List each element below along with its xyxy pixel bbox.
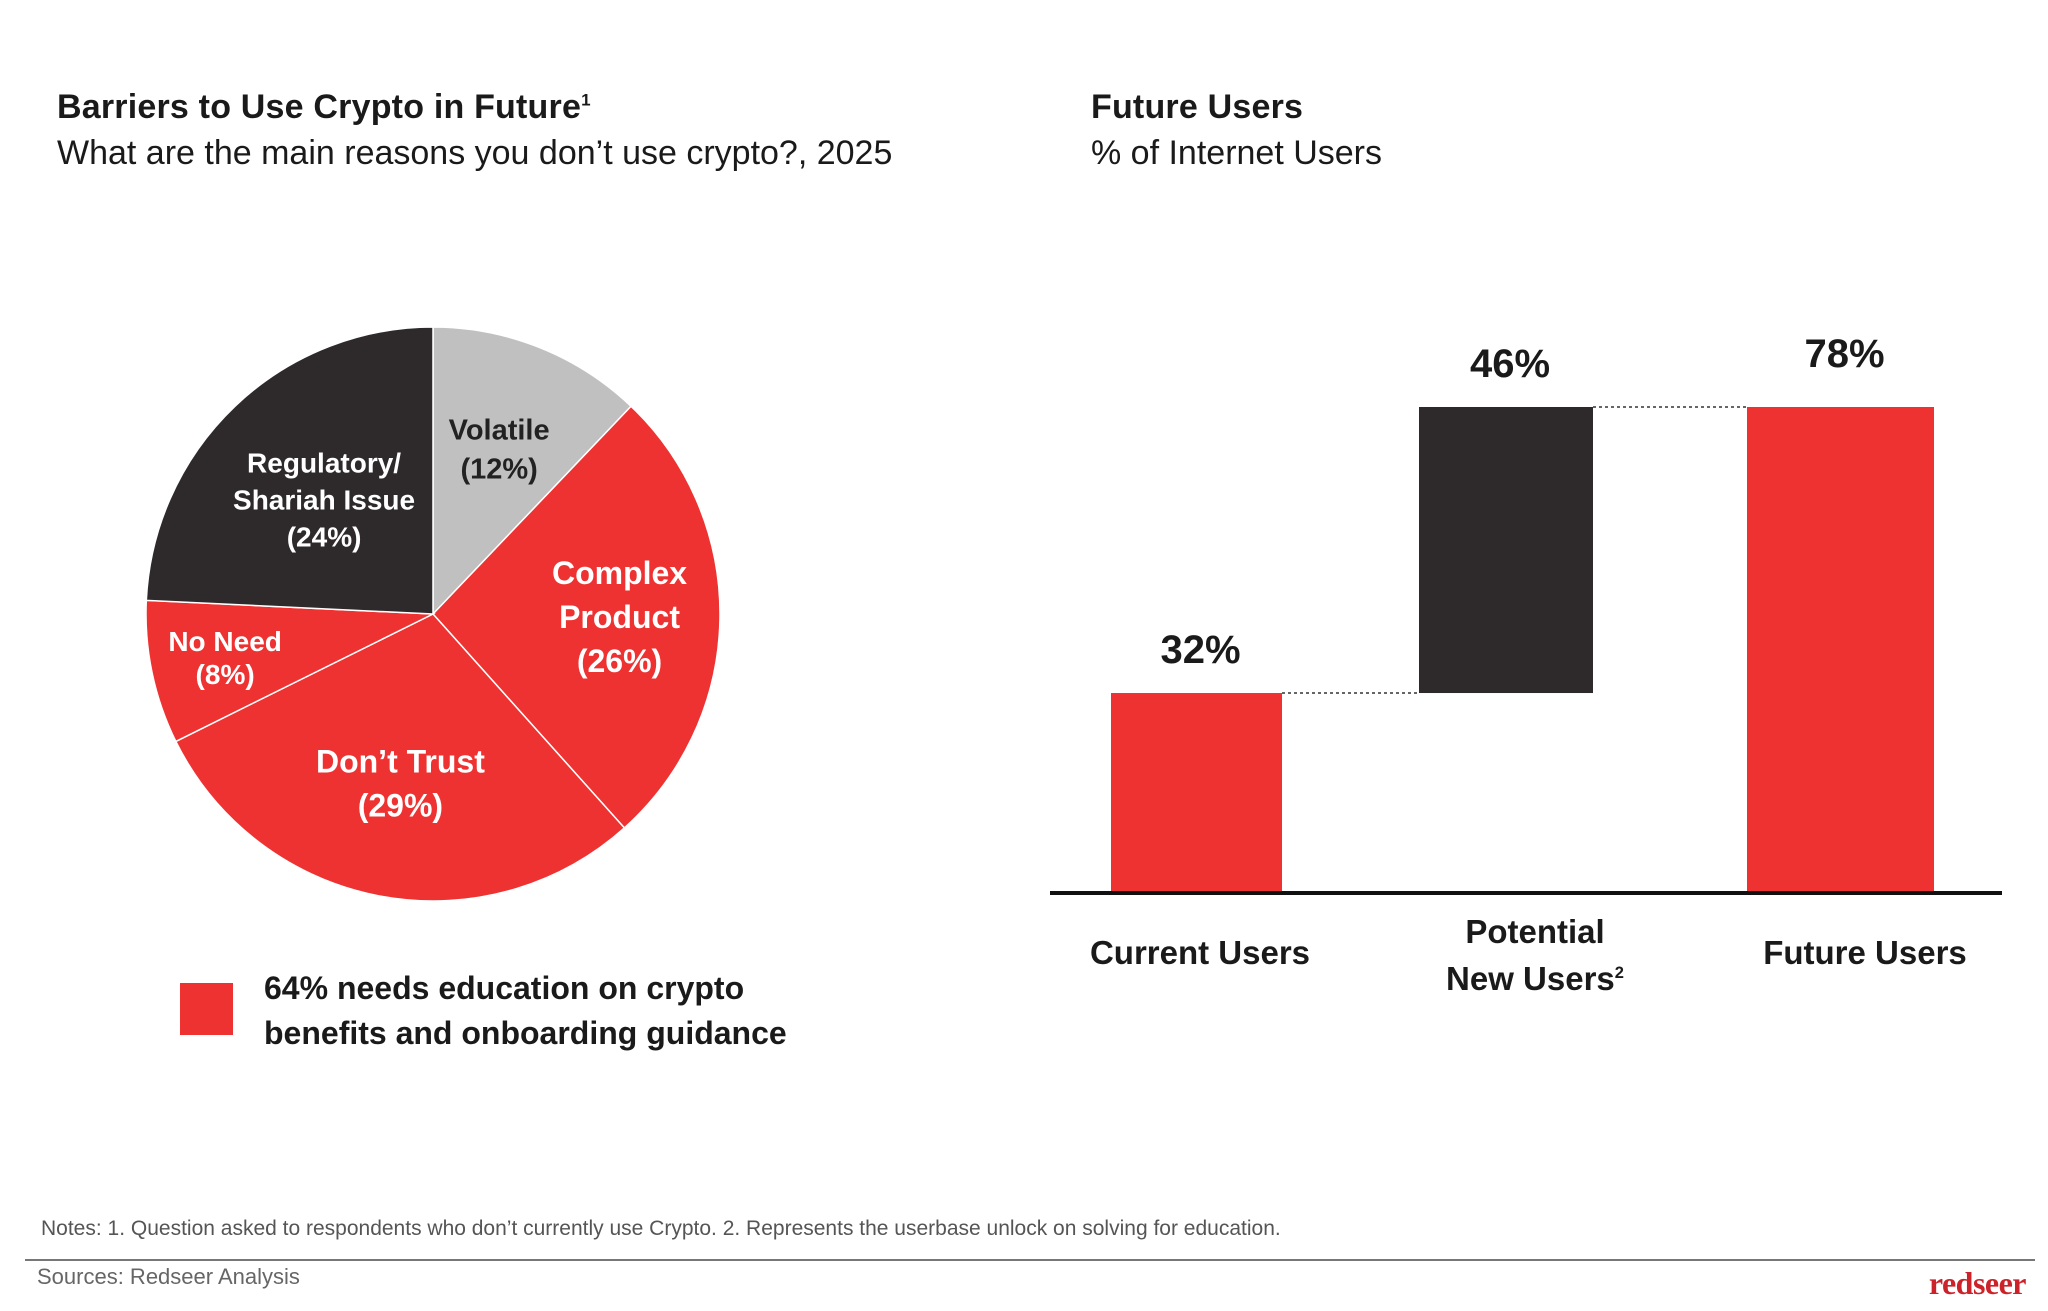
legend-text-line1: 64% needs education on crypto	[264, 970, 745, 1006]
pie-slice-regulatory-shariah-issue	[145, 326, 434, 615]
pie-slice-don-t-trust	[174, 613, 626, 902]
data-label-potential-new-users: 46%	[1470, 342, 1550, 386]
data-label-future-users: 78%	[1804, 332, 1884, 376]
pie-label-complex-product: Complex Product (26%)	[552, 555, 687, 679]
data-label-current-users: 32%	[1160, 628, 1240, 672]
pie-chart-subtitle: What are the main reasons you don’t use …	[57, 134, 893, 172]
pie-chart-title: Barriers to Use Crypto in Future1	[57, 88, 591, 127]
pie-chart-title-text: Barriers to Use Crypto in Future	[57, 88, 582, 126]
pie-slice-volatile	[432, 326, 633, 616]
bar-current-users	[1111, 693, 1282, 892]
legend-swatch	[180, 983, 233, 1035]
pie-label-regulatory-shariah-issue: Regulatory/Shariah Issue (24%)	[233, 448, 415, 553]
category-label-potential-line1: Potential	[1465, 913, 1605, 950]
pie-label-no-need: No Need (8%)	[168, 626, 282, 690]
legend-text: 64% needs education on crypto benefits a…	[264, 966, 884, 1056]
footnote-marker-2: 2	[1614, 964, 1624, 982]
footer-divider	[25, 1259, 2035, 1261]
bar-future-users	[1747, 407, 1934, 892]
category-label-current-users: Current Users	[1089, 934, 1311, 971]
legend-text-line2: benefits and onboarding guidance	[264, 1015, 787, 1051]
waterfall-chart: 32% 46% 78%	[1050, 332, 2002, 895]
pie-chart: Volatile (12%)Complex Product (26%) Don’t Tr…	[145, 326, 721, 902]
redseer-logo: redseer	[1928, 1265, 2027, 1301]
footnote-marker-1: 1	[581, 90, 591, 110]
pie-slice-no-need	[145, 599, 436, 743]
bar-chart-title: Future Users	[1091, 88, 1304, 126]
bar-chart-subtitle: % of Internet Users	[1091, 134, 1383, 172]
footnotes: Notes: 1. Question asked to respondents …	[41, 1217, 1281, 1240]
bar-potential-new-users	[1419, 407, 1593, 694]
category-label-potential-new-users: Potential New Users2	[1380, 908, 1690, 1002]
sources: Sources: Redseer Analysis	[37, 1264, 300, 1289]
category-label-potential-line2: New Users	[1446, 960, 1615, 997]
pie-label-volatile: Volatile (12%)	[449, 414, 550, 485]
pie-slice-complex-product	[431, 405, 721, 829]
pie-label-don-t-trust: Don’t Trust (29%)	[316, 743, 485, 823]
category-label-future-users: Future Users	[1763, 934, 1967, 971]
